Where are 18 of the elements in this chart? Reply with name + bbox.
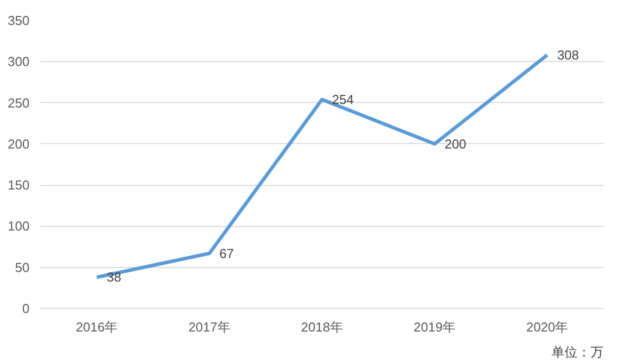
y-tick-label: 100 (8, 218, 30, 234)
x-tick-label: 2016年 (76, 320, 118, 334)
data-label: 308 (557, 48, 579, 63)
y-tick-label: 50 (15, 260, 30, 275)
x-tick-label: 2020年 (526, 320, 568, 334)
x-tick-label: 2019年 (414, 320, 456, 334)
text: 单位：万 (552, 344, 604, 360)
y-tick-label: 0 (22, 301, 30, 316)
y-tick-label: 200 (8, 136, 30, 152)
y-tick-label: 150 (8, 178, 30, 193)
data-label: 200 (444, 136, 466, 152)
y-tick-label: 250 (8, 95, 30, 110)
x-tick-label: 2017年 (188, 320, 230, 334)
x-tick-label: 2018年 (301, 320, 343, 334)
y-tick-label: 300 (8, 54, 30, 70)
y-tick-label: 350 (8, 13, 30, 28)
data-label: 67 (219, 246, 234, 261)
data-label: 254 (332, 92, 354, 107)
